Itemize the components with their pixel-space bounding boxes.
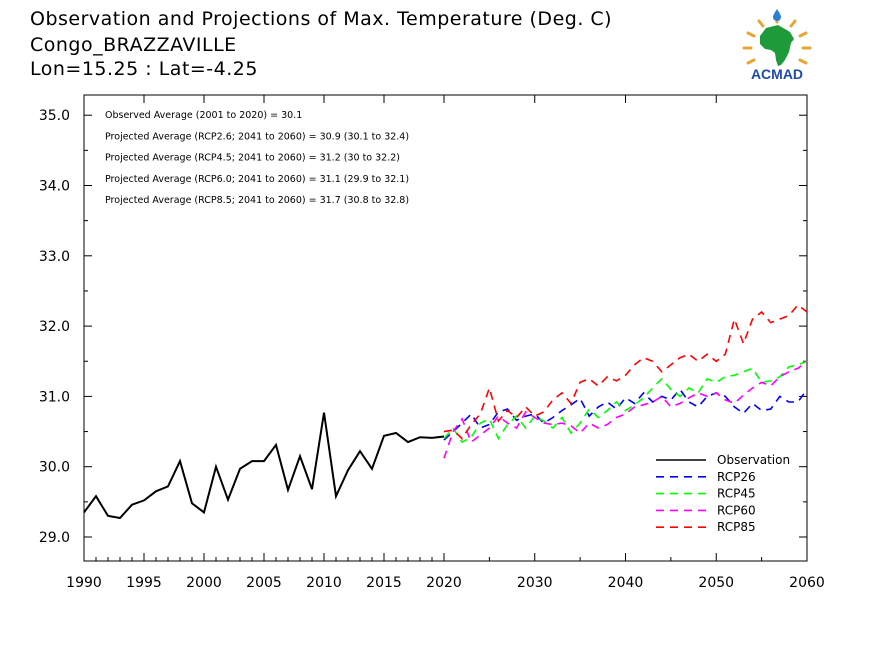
legend-label-rcp85: RCP85 (717, 520, 756, 534)
x-tick-label: 2000 (186, 575, 222, 591)
average-annotation: Observed Average (2001 to 2020) = 30.1 (105, 110, 302, 121)
x-tick-label: 2010 (306, 575, 342, 591)
series-line-rcp60 (443, 360, 808, 459)
y-tick-label: 34.0 (39, 179, 70, 195)
y-tick-label: 31.0 (39, 389, 70, 405)
series-line-observation (83, 412, 445, 520)
average-annotation: Projected Average (RCP6.0; 2041 to 2060)… (105, 174, 409, 185)
chart-subtitle-coordinates: Lon=15.25 : Lat=-4.25 (30, 58, 258, 80)
y-axis: 29.0 30.0 31.0 32.0 33.0 34.0 35.0 (39, 108, 807, 546)
y-tick-label: 32.0 (39, 319, 70, 335)
x-tick-label: 1995 (126, 575, 162, 591)
logo-text: ACMAD (751, 66, 803, 82)
y-tick-label: 35.0 (39, 108, 70, 124)
average-annotations: Observed Average (2001 to 2020) = 30.1 Pr… (105, 110, 409, 206)
x-tick-label: 2015 (366, 575, 402, 591)
chart-title: Observation and Projections of Max. Temp… (30, 8, 613, 30)
series-line-rcp85 (443, 303, 808, 440)
x-tick-label: 1990 (66, 575, 102, 591)
plot-frame (83, 94, 808, 562)
y-tick-label: 30.0 (39, 460, 70, 476)
legend-label-observation: Observation (717, 453, 790, 467)
y-tick-label: 29.0 (39, 530, 70, 546)
legend-label-rcp26: RCP26 (717, 470, 756, 484)
logo-drop (773, 9, 781, 21)
x-tick-label: 2040 (608, 575, 644, 591)
series-lines (83, 303, 808, 520)
series-line-rcp26 (443, 388, 808, 441)
legend-label-rcp60: RCP60 (717, 503, 756, 517)
y-tick-label: 33.0 (39, 249, 70, 265)
x-tick-label: 2020 (426, 575, 462, 591)
legend-label-rcp45: RCP45 (717, 487, 756, 501)
series-line-rcp45 (443, 360, 808, 444)
average-annotation: Projected Average (RCP4.5; 2041 to 2060)… (105, 153, 400, 164)
average-annotation: Projected Average (RCP2.6; 2041 to 2060)… (105, 131, 409, 142)
x-axis: 1990 1995 2000 2005 2010 2015 2020 2030 2040 2050… (66, 95, 825, 591)
x-tick-label: 2005 (246, 575, 282, 591)
logo-africa (760, 25, 794, 66)
x-tick-label: 2030 (517, 575, 553, 591)
x-tick-label: 2050 (698, 575, 734, 591)
chart-subtitle-location: Congo_BRAZZAVILLE (30, 34, 237, 56)
legend: Observation RCP26 RCP45 RCP60 RCP85 (656, 453, 790, 534)
x-tick-label: 2060 (789, 575, 825, 591)
average-annotation: Projected Average (RCP8.5; 2041 to 2060)… (105, 195, 409, 206)
acmad-logo: ACMAD (742, 9, 812, 82)
